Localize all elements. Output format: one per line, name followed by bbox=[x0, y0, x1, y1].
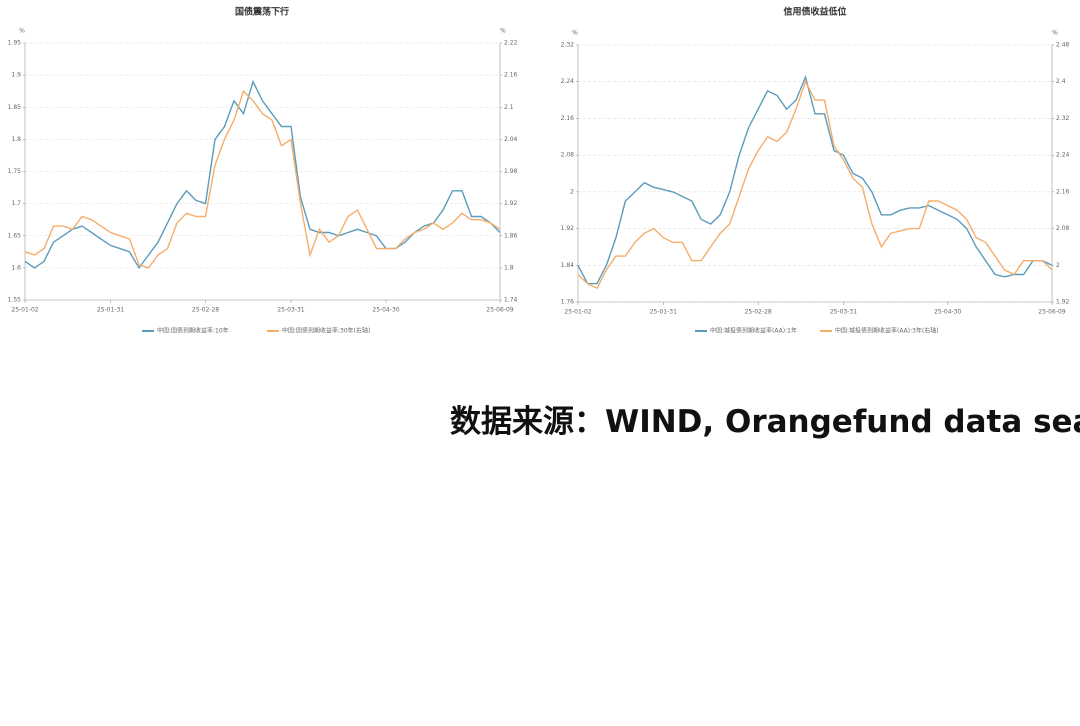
y-unit: % bbox=[19, 28, 25, 35]
x-tick-label: 25-01-02 bbox=[11, 307, 38, 314]
y-tick-label: 1.6 bbox=[11, 264, 21, 271]
y2-unit: % bbox=[500, 28, 506, 35]
y-tick-label: 1.9 bbox=[11, 72, 21, 79]
chart-title: 国债震荡下行 bbox=[235, 6, 289, 18]
x-tick-label: 25-03-31 bbox=[277, 307, 304, 314]
source-note: 数据来源：WIND, Orangefund data sea bbox=[450, 404, 1080, 440]
x-tick-label: 25-06-09 bbox=[1038, 309, 1065, 316]
y2-tick-label: 1.86 bbox=[504, 232, 518, 239]
y2-tick-label: 1.74 bbox=[504, 297, 518, 304]
y2-tick-label: 2.22 bbox=[504, 40, 518, 47]
legend-label: 中国:城投债到期收益率(AA):1年 bbox=[710, 327, 797, 335]
series-line bbox=[24, 79, 501, 270]
x-tick-label: 25-04-30 bbox=[372, 307, 399, 314]
y2-tick-label: 2.1 bbox=[504, 104, 514, 111]
x-tick-label: 25-02-28 bbox=[745, 309, 772, 316]
y2-tick-label: 1.98 bbox=[504, 168, 518, 175]
series-line bbox=[24, 89, 501, 269]
y-unit: % bbox=[572, 30, 578, 37]
x-tick-label: 25-03-31 bbox=[830, 309, 857, 316]
y-tick-label: 1.8 bbox=[11, 136, 21, 143]
chart-title: 信用债收益低位 bbox=[783, 6, 846, 18]
y-tick-label: 1.95 bbox=[8, 40, 22, 47]
y2-tick-label: 2.4 bbox=[1056, 78, 1066, 85]
y2-tick-label: 2.16 bbox=[504, 72, 518, 79]
x-tick-label: 25-01-31 bbox=[97, 307, 124, 314]
y-tick-label: 1.55 bbox=[8, 297, 22, 304]
y2-tick-label: 2 bbox=[1056, 262, 1060, 269]
y2-tick-label: 1.92 bbox=[504, 200, 518, 207]
y2-tick-label: 1.92 bbox=[1056, 299, 1070, 306]
y-tick-label: 1.85 bbox=[8, 104, 22, 111]
y-tick-label: 2 bbox=[570, 188, 574, 195]
x-tick-label: 25-01-31 bbox=[650, 309, 677, 316]
y-tick-label: 1.7 bbox=[11, 200, 21, 207]
y-tick-label: 1.92 bbox=[561, 225, 575, 232]
y2-tick-label: 2.08 bbox=[1056, 225, 1070, 232]
series-line bbox=[577, 74, 1053, 285]
y-tick-label: 2.24 bbox=[561, 78, 575, 85]
y-tick-label: 1.65 bbox=[8, 232, 22, 239]
y-tick-label: 1.84 bbox=[561, 262, 575, 269]
legend-label: 中国:国债到期收益率:30年(右轴) bbox=[282, 327, 370, 335]
y-tick-label: 2.32 bbox=[561, 42, 575, 49]
series-line bbox=[577, 79, 1053, 290]
x-tick-label: 25-06-09 bbox=[486, 307, 513, 314]
y-tick-label: 1.75 bbox=[8, 168, 22, 175]
y2-tick-label: 2.48 bbox=[1056, 42, 1070, 49]
legend-label: 中国:城投债到期收益率(AA):3年(右轴) bbox=[835, 327, 939, 335]
y-tick-label: 1.76 bbox=[561, 299, 575, 306]
y-tick-label: 2.16 bbox=[561, 115, 575, 122]
legend-label: 中国:国债到期收益率:10年 bbox=[157, 327, 229, 335]
y2-tick-label: 1.8 bbox=[504, 264, 514, 271]
y2-unit: % bbox=[1052, 30, 1058, 37]
x-tick-label: 25-01-02 bbox=[564, 309, 591, 316]
y2-tick-label: 2.24 bbox=[1056, 152, 1070, 159]
x-tick-label: 25-04-30 bbox=[934, 309, 961, 316]
y2-tick-label: 2.32 bbox=[1056, 115, 1070, 122]
y-tick-label: 2.08 bbox=[561, 152, 575, 159]
y2-tick-label: 2.04 bbox=[504, 136, 518, 143]
x-tick-label: 25-02-28 bbox=[192, 307, 219, 314]
y2-tick-label: 2.16 bbox=[1056, 188, 1070, 195]
